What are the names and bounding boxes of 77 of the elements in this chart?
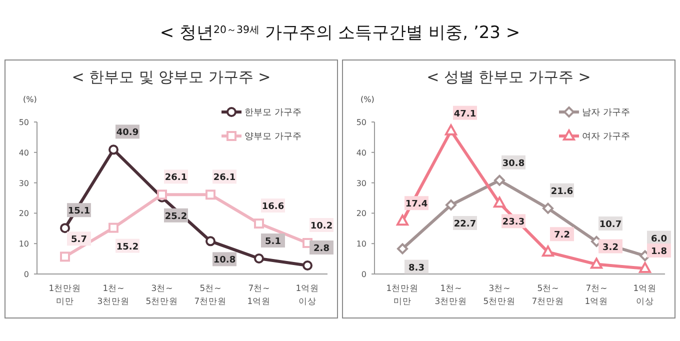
point [542, 246, 554, 257]
data-label: 22.7 [454, 219, 476, 230]
legend-label: 여자 가구주 [582, 132, 630, 142]
point [254, 253, 264, 264]
point [494, 196, 506, 208]
data-label: 7.2 [554, 230, 570, 241]
point [542, 202, 554, 214]
y-axis-title: (%) [360, 95, 374, 104]
data-label: 23.3 [502, 218, 525, 228]
point [396, 214, 408, 226]
point [206, 190, 216, 200]
x-tick-label: 1천~ 3천만원 [434, 284, 468, 307]
y-tick-label: 0 [361, 270, 366, 279]
point [108, 222, 118, 233]
point [254, 218, 264, 229]
y-tick-label: 10 [18, 240, 29, 249]
point [206, 236, 216, 246]
chart-subtitle: < 성별 한부모 가구주 > [426, 68, 591, 86]
x-tick-label: 5천~ 7천만원 [194, 284, 227, 307]
legend-label: 남자 가구주 [582, 108, 630, 118]
x-tick-label: 7천~ 1억원 [584, 284, 608, 307]
chart-subtitle: < 한부모 및 양부모 가구주 > [72, 68, 271, 86]
point [108, 144, 118, 155]
data-label: 15.2 [116, 242, 139, 252]
point [446, 199, 456, 210]
data-label: 5.7 [71, 235, 87, 246]
point [397, 243, 408, 254]
data-label: 26.1 [213, 173, 236, 184]
y-tick-label: 20 [18, 209, 29, 218]
data-label: 5.1 [265, 236, 281, 247]
x-tick-label: 5천~ 7천만원 [532, 284, 564, 307]
y-tick-label: 30 [356, 178, 366, 188]
y-tick-label: 10 [356, 240, 366, 249]
y-tick-label: 30 [18, 178, 29, 188]
point [590, 258, 602, 269]
data-label: 15.1 [68, 206, 90, 217]
data-label: 16.6 [262, 202, 284, 212]
chart-title: < 청년$^{20～39세}$ 가구주의 소득구간별 비중, ’23 > [160, 23, 520, 43]
x-tick-label: 1천만원 미만 [48, 284, 82, 307]
x-tick-label: 3천~ 5천만원 [483, 284, 516, 307]
x-tick-label: 1천~ 3천만원 [97, 284, 130, 307]
data-label: 21.6 [550, 186, 574, 197]
legend-label: 한부모 가구주 [244, 108, 302, 118]
legend-label: 양부모 가구주 [244, 132, 302, 142]
y-tick-label: 50 [18, 118, 29, 127]
x-tick-label: 1억원 이상 [633, 284, 657, 307]
data-label: 25.2 [164, 212, 188, 222]
data-label: 10.2 [310, 221, 333, 232]
data-label: 3.2 [602, 242, 618, 253]
y-tick-label: 40 [18, 148, 29, 158]
x-tick-label: 1억원 이상 [296, 284, 320, 307]
point [494, 174, 505, 186]
data-label: 17.4 [405, 200, 428, 210]
data-label: 10.7 [599, 220, 622, 230]
data-label: 30.8 [502, 158, 525, 169]
data-label: 10.8 [213, 256, 236, 266]
data-label: 47.1 [454, 109, 476, 120]
x-tick-label: 1천만원 미만 [386, 284, 419, 307]
point [639, 262, 651, 274]
point [60, 252, 70, 262]
y-axis-title: (%) [23, 95, 37, 104]
data-label: 1.8 [651, 247, 667, 258]
point [302, 260, 312, 270]
data-label: 8.3 [408, 263, 424, 274]
data-label: 26.1 [164, 173, 188, 184]
point [445, 124, 457, 136]
x-tick-label: 7천~ 1억원 [247, 284, 271, 307]
data-label: 6.0 [651, 234, 667, 244]
y-tick-label: 40 [356, 148, 366, 158]
y-tick-label: 20 [356, 209, 366, 218]
data-label: 2.8 [314, 244, 330, 254]
x-tick-label: 3천~ 5천만원 [146, 284, 178, 307]
point [60, 223, 70, 234]
data-label: 40.9 [116, 128, 139, 138]
point [157, 190, 167, 200]
y-tick-label: 50 [356, 118, 366, 127]
y-tick-label: 0 [24, 270, 29, 279]
